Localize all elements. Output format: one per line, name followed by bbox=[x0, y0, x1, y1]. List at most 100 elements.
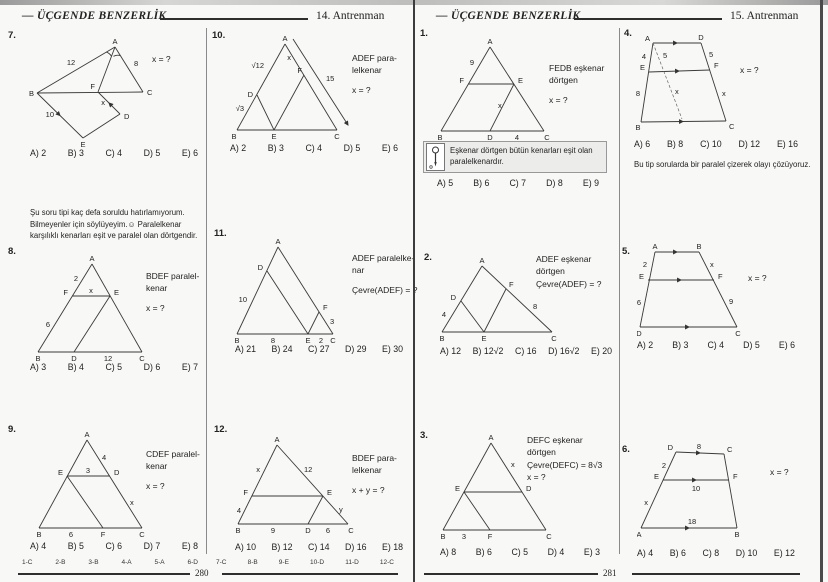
answer-option: C) 4 bbox=[305, 143, 323, 153]
answer-option: A) 2 bbox=[230, 143, 247, 153]
measure-label: 8 bbox=[697, 442, 701, 451]
answer-option: B) 3 bbox=[672, 340, 689, 350]
vertex-label-A: A bbox=[652, 243, 657, 251]
measure-label: 4 bbox=[515, 133, 519, 142]
answer-option: D) 5 bbox=[143, 148, 161, 158]
answer-option: E) 3 bbox=[583, 547, 600, 557]
vertex-label-B: B bbox=[36, 530, 41, 539]
problem-number-5: 5. bbox=[622, 246, 630, 257]
vertex-label-D: D bbox=[526, 484, 532, 493]
answer-key-entry: 3-B bbox=[88, 559, 99, 566]
answer-option: D) 7 bbox=[143, 541, 161, 551]
info-box-text: Eşkenar dörtgen bütün kenarları eşit ola… bbox=[450, 146, 593, 166]
answer-option: A) 2 bbox=[30, 148, 47, 158]
question-8: BDEF paralel- kenar x = ? bbox=[146, 270, 199, 314]
vertex-label-C: C bbox=[735, 329, 741, 338]
question-text: dörtgen bbox=[549, 75, 578, 86]
question-3: DEFC eşkenar dörtgen Çevre(DEFC) = 8√3 x… bbox=[527, 434, 602, 483]
answer-key-entry: 7-C bbox=[216, 559, 227, 566]
measure-label: x bbox=[130, 498, 134, 507]
question-text: x = ? bbox=[770, 467, 789, 477]
vertex-label-C: C bbox=[727, 445, 733, 454]
answer-option: E) 7 bbox=[181, 362, 198, 372]
answer-option: C) 5 bbox=[105, 362, 123, 372]
vertex-label-B: B bbox=[635, 123, 640, 132]
problem-number-3: 3. bbox=[420, 430, 428, 441]
figure-10: A B E C D F √12 √3 x 15 bbox=[231, 34, 349, 141]
figure-3: A E D B F C x 3 bbox=[440, 433, 552, 541]
vertex-label-E: E bbox=[639, 272, 644, 281]
vertex-label-B: B bbox=[437, 133, 442, 142]
measure-label: 6 bbox=[69, 530, 73, 539]
measure-label: 4 bbox=[442, 310, 446, 319]
answer-key-1-6: 1-C 2-B 3-B 4-A 5-A 6-D bbox=[22, 559, 198, 566]
answer-option: B) 12 bbox=[271, 542, 293, 552]
question-2: ADEF eşkenar dörtgen Çevre(ADEF) = ? bbox=[536, 253, 601, 290]
answer-option: E) 20 bbox=[590, 346, 612, 356]
question-text: Çevre(ADEF) = ? bbox=[536, 278, 602, 289]
answer-option: E) 12 bbox=[773, 548, 795, 558]
vertex-label-A: A bbox=[274, 436, 279, 444]
question-4: x = ? bbox=[740, 64, 759, 76]
answer-key-entry: 12-C bbox=[379, 559, 394, 566]
answers-2: A) 12 B) 12√2 C) 16 D) 16√2 E) 20 bbox=[440, 346, 612, 356]
answer-option: B) 6 bbox=[473, 178, 490, 188]
vertex-label-D: D bbox=[124, 112, 130, 121]
footer-rule bbox=[424, 573, 598, 575]
question-6: x = ? bbox=[770, 466, 789, 478]
vertex-label-E: E bbox=[481, 334, 486, 343]
vertex-label-B: B bbox=[235, 336, 240, 345]
answers-1: A) 5 B) 6 C) 7 D) 8 E) 9 bbox=[437, 178, 599, 188]
vertex-label-A: A bbox=[282, 34, 287, 43]
answer-option: E) 18 bbox=[381, 542, 403, 552]
question-1: FEDB eşkenar dörtgen x = ? bbox=[549, 62, 604, 106]
answer-key-7-12: 7-C 8-B 9-E 10-D 11-D 12-C bbox=[216, 559, 394, 566]
header-rule bbox=[160, 18, 308, 20]
vertex-label-D: D bbox=[698, 34, 704, 42]
figure-4: A D E F B C 4 5 5 8 x x bbox=[635, 34, 734, 132]
vertex-label-F: F bbox=[714, 61, 719, 70]
answer-option: D) 4 bbox=[547, 547, 565, 557]
measure-label: 3 bbox=[462, 532, 466, 541]
measure-label: 4 bbox=[102, 453, 106, 462]
answer-option: A) 3 bbox=[30, 362, 47, 372]
answer-option: D) 5 bbox=[343, 143, 361, 153]
measure-label: 2 bbox=[319, 336, 323, 345]
figure-5: A B E F D C 2 x 6 9 bbox=[637, 243, 741, 338]
question-text: x = ? bbox=[740, 65, 759, 75]
answer-option: D) 16√2 bbox=[548, 346, 580, 356]
vertex-label-C: C bbox=[147, 88, 153, 97]
vertex-label-A: A bbox=[275, 238, 280, 246]
vertex-label-F: F bbox=[90, 82, 95, 91]
vertex-label-B: B bbox=[29, 89, 34, 98]
measure-label: y bbox=[339, 505, 343, 514]
answer-option: B) 5 bbox=[67, 541, 84, 551]
measure-label: x bbox=[101, 98, 105, 107]
vertex-label-F: F bbox=[488, 532, 493, 541]
problem-number-12: 12. bbox=[214, 424, 228, 435]
answer-option: D) 5 bbox=[743, 340, 760, 350]
vertex-label-A: A bbox=[637, 530, 642, 539]
question-text: dörtgen bbox=[536, 266, 565, 277]
answers-3: A) 8 B) 6 C) 5 D) 4 E) 3 bbox=[440, 547, 600, 557]
answer-option: B) 6 bbox=[475, 547, 492, 557]
answer-key-entry: 8-B bbox=[247, 559, 258, 566]
lecture-note: Şu soru tipi kaç defa soruldu hatırlamıy… bbox=[30, 208, 198, 241]
question-text: x = ? bbox=[146, 480, 165, 491]
vertex-label-B: B bbox=[440, 532, 445, 541]
vertex-label-E: E bbox=[327, 488, 332, 497]
answer-option: D) 29 bbox=[344, 344, 367, 354]
vertex-label-C: C bbox=[348, 526, 354, 535]
vertex-label-B: B bbox=[440, 334, 445, 343]
question-10: ADEF para- lelkenar x = ? bbox=[352, 52, 397, 96]
figure-1: A F E B D C 9 x 4 bbox=[437, 37, 550, 142]
answer-option: B) 4 bbox=[67, 362, 84, 372]
measure-label: x bbox=[675, 87, 679, 96]
vertex-label-E: E bbox=[455, 484, 460, 493]
footer-rule bbox=[18, 573, 190, 575]
vertex-label-B: B bbox=[231, 132, 236, 141]
vertex-label-C: C bbox=[139, 530, 145, 539]
vertex-label-C: C bbox=[729, 122, 734, 131]
page-number-right: 281 bbox=[603, 568, 617, 578]
